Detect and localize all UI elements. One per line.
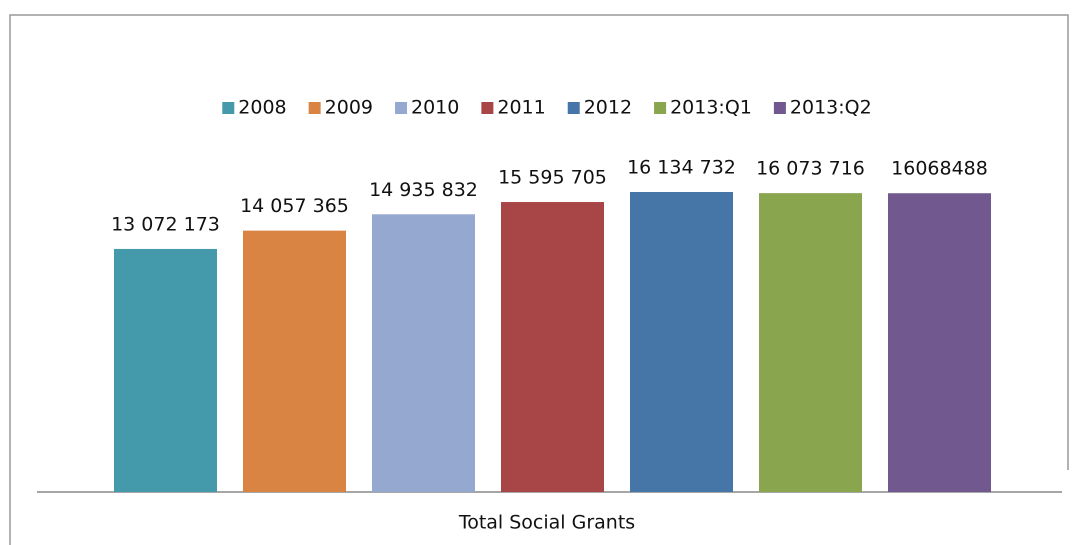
x-tick-label: Total Social Grants bbox=[458, 512, 635, 534]
bar bbox=[372, 214, 475, 492]
legend-swatch bbox=[773, 102, 786, 114]
chart-frame bbox=[9, 14, 1069, 545]
legend-swatch bbox=[308, 102, 321, 114]
data-label: 14 935 832 bbox=[369, 179, 478, 201]
legend-swatch bbox=[222, 102, 235, 114]
bar bbox=[114, 248, 217, 492]
bar bbox=[759, 193, 862, 492]
legend-label: 2012 bbox=[584, 97, 632, 119]
data-label: 16 134 732 bbox=[627, 157, 736, 179]
legend-swatch bbox=[654, 102, 667, 114]
legend-label: 2013:Q1 bbox=[670, 97, 752, 119]
data-label: 16 073 716 bbox=[756, 158, 865, 180]
data-label: 16068488 bbox=[891, 158, 988, 180]
data-label: 15 595 705 bbox=[498, 167, 607, 189]
bar bbox=[243, 230, 346, 493]
data-label: 14 057 365 bbox=[240, 195, 349, 217]
legend-label: 2013:Q2 bbox=[790, 97, 872, 119]
bar bbox=[888, 193, 991, 493]
bar bbox=[501, 202, 604, 493]
data-label: 13 072 173 bbox=[111, 213, 220, 235]
legend-label: 2011 bbox=[497, 97, 545, 119]
legend-swatch bbox=[567, 102, 580, 114]
legend-label: 2010 bbox=[411, 97, 459, 119]
legend-swatch bbox=[481, 102, 494, 114]
bar bbox=[630, 192, 733, 492]
legend-label: 2009 bbox=[325, 97, 373, 119]
legend-swatch bbox=[395, 102, 408, 114]
legend-label: 2008 bbox=[238, 97, 286, 119]
